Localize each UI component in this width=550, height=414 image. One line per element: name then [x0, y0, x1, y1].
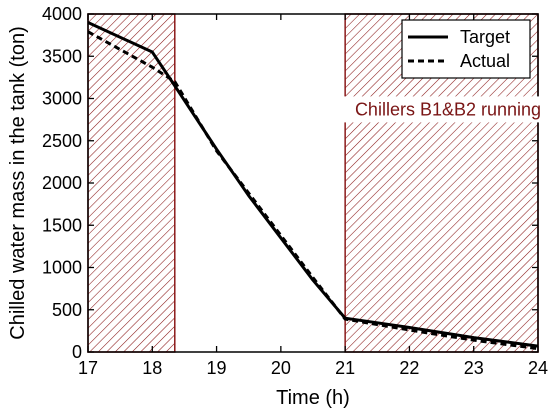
y-tick-label: 1500	[42, 215, 82, 235]
x-tick-label: 19	[207, 358, 227, 378]
series-line-target	[88, 21, 538, 348]
x-tick-label: 21	[335, 358, 355, 378]
y-tick-label: 3500	[42, 46, 82, 66]
legend: Target Actual	[401, 19, 531, 79]
y-tick-label: 2500	[42, 131, 82, 151]
legend-label-target: Target	[460, 27, 510, 47]
x-tick-label: 18	[142, 358, 162, 378]
y-tick-label: 0	[72, 342, 82, 362]
annotation-background	[339, 96, 550, 123]
legend-box	[401, 19, 531, 79]
y-tick-label: 1000	[42, 258, 82, 278]
tick-labels: 17 18 19 20 21 22 23 24 0 500 1000 1500 2000 2500 3000…	[42, 4, 548, 378]
series-line-actual	[88, 30, 538, 351]
legend-label-actual: Actual	[460, 51, 510, 71]
y-tick-label: 500	[52, 300, 82, 320]
series-group	[88, 21, 538, 351]
y-tick-label: 2000	[42, 173, 82, 193]
x-tick-label: 23	[464, 358, 484, 378]
axis-ticks	[87, 13, 539, 353]
annotation-chillers-running: Chillers B1&B2 running	[339, 96, 550, 123]
y-tick-label: 3000	[42, 89, 82, 109]
x-tick-label: 22	[399, 358, 419, 378]
annotation-text: Chillers B1&B2 running	[355, 99, 541, 119]
x-tick-label: 20	[271, 358, 291, 378]
x-axis-label: Time (h)	[276, 387, 350, 409]
y-axis-label: Chilled water mass in the tank (ton)	[7, 26, 29, 339]
y-tick-label: 4000	[42, 4, 82, 24]
x-tick-label: 24	[528, 358, 548, 378]
shaded-region-0	[87, 13, 176, 353]
x-tick-label: 17	[78, 358, 98, 378]
